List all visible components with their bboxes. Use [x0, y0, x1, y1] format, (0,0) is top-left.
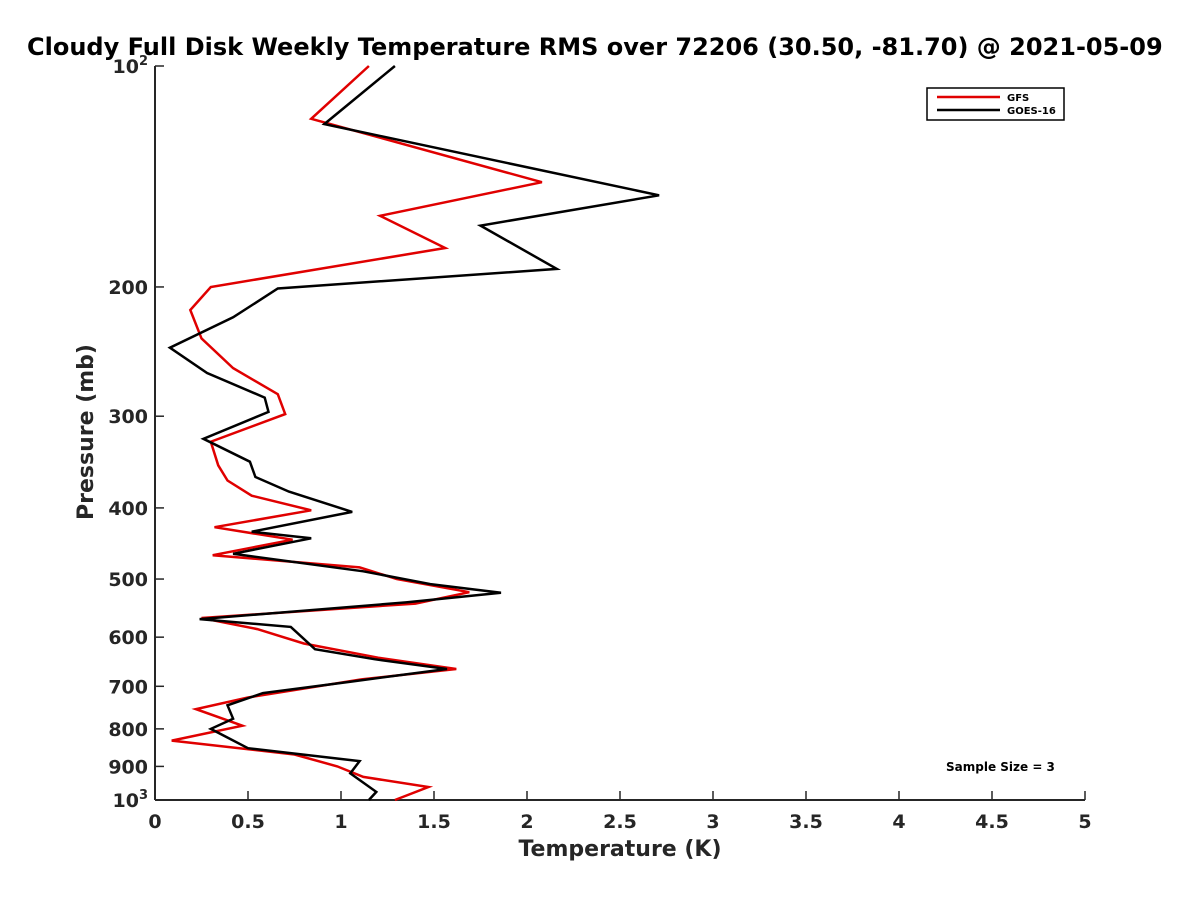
x-tick-label: 3	[706, 811, 719, 833]
sample-size-annotation: Sample Size = 3	[946, 760, 1055, 774]
axis-ticks: 0 0.5 1 1.5 2 2.5 3 3.5 4 4.5 5 102 200 300 400 500 600 7…	[108, 54, 1091, 833]
x-tick-label: 1	[334, 811, 347, 833]
x-tick-label: 2	[520, 811, 533, 833]
y-tick-label: 800	[108, 719, 148, 741]
y-tick-label: 700	[108, 676, 148, 698]
x-tick-label: 0	[148, 811, 161, 833]
y-tick-label: 600	[108, 627, 148, 649]
y-tick-label: 400	[108, 498, 148, 520]
y-axis-label: Pressure (mb)	[74, 344, 99, 520]
y-tick-label: 500	[108, 569, 148, 591]
data-series	[167, 65, 660, 802]
series-line-gfs	[171, 65, 543, 802]
series-line-goes16	[167, 65, 660, 801]
y-tick-label: 300	[108, 406, 148, 428]
y-tick-label: 900	[108, 756, 148, 778]
x-tick-label: 5	[1078, 811, 1091, 833]
legend-box	[926, 87, 1065, 121]
y-tick-label: 102	[113, 54, 149, 78]
x-tick-label: 4	[892, 811, 905, 833]
chart-title: Cloudy Full Disk Weekly Temperature RMS …	[27, 33, 1163, 61]
legend-label-goes16: GOES-16	[1007, 106, 1056, 117]
y-tick-label: 200	[108, 277, 148, 299]
x-tick-label: 4.5	[975, 811, 1009, 833]
chart-legend: GFS GOES-16	[926, 87, 1065, 121]
x-tick-label: 0.5	[231, 811, 265, 833]
x-axis-label: Temperature (K)	[518, 837, 721, 862]
x-tick-label: 3.5	[789, 811, 823, 833]
x-tick-label: 2.5	[603, 811, 637, 833]
y-tick-label: 103	[113, 788, 149, 812]
legend-label-gfs: GFS	[1007, 93, 1029, 104]
x-tick-label: 1.5	[417, 811, 451, 833]
